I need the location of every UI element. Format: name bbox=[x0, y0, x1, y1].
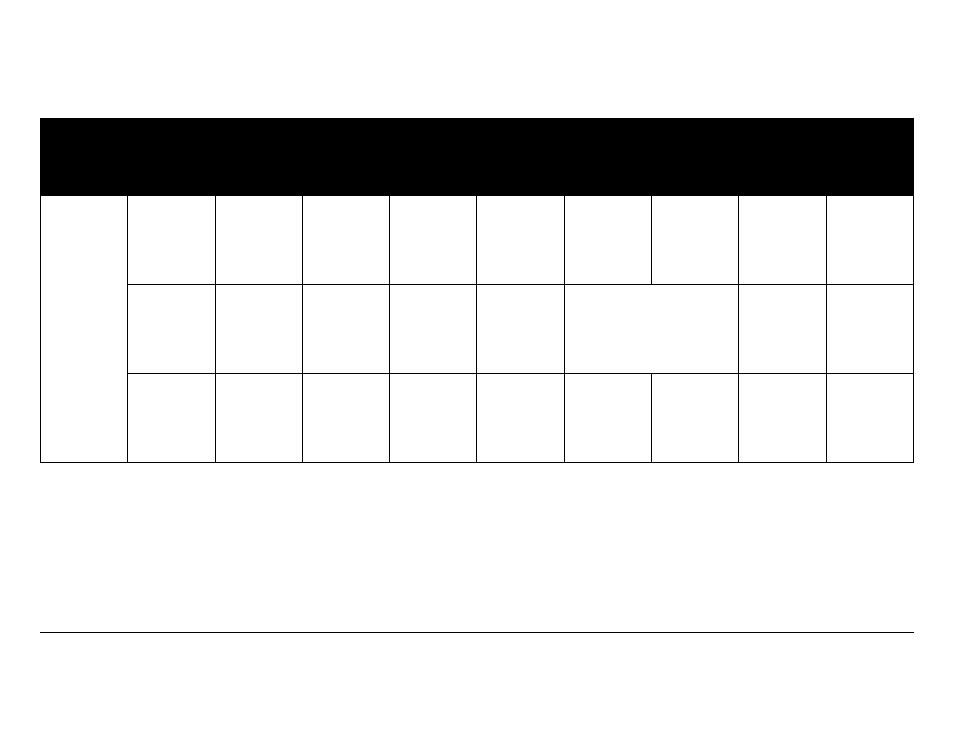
col-header-2 bbox=[215, 119, 302, 196]
cell bbox=[564, 196, 651, 285]
col-header-7 bbox=[652, 119, 739, 196]
cell bbox=[390, 285, 477, 374]
cell bbox=[564, 374, 651, 463]
col-header-6 bbox=[564, 119, 651, 196]
cell bbox=[564, 285, 739, 374]
cell bbox=[739, 285, 826, 374]
cell bbox=[477, 196, 564, 285]
col-header-8 bbox=[739, 119, 826, 196]
footer-rule bbox=[40, 632, 914, 633]
table-header-row bbox=[41, 119, 914, 196]
cell bbox=[390, 374, 477, 463]
cell bbox=[215, 374, 302, 463]
cell bbox=[826, 196, 913, 285]
row-header bbox=[41, 196, 128, 463]
col-header-4 bbox=[390, 119, 477, 196]
data-table bbox=[40, 118, 914, 463]
cell bbox=[128, 374, 215, 463]
cell bbox=[128, 196, 215, 285]
page bbox=[0, 0, 954, 738]
table-row bbox=[41, 374, 914, 463]
cell bbox=[302, 196, 389, 285]
cell bbox=[128, 285, 215, 374]
col-header-3 bbox=[302, 119, 389, 196]
cell bbox=[302, 285, 389, 374]
cell bbox=[477, 374, 564, 463]
cell bbox=[826, 285, 913, 374]
cell bbox=[390, 196, 477, 285]
col-header-1 bbox=[128, 119, 215, 196]
table-row bbox=[41, 285, 914, 374]
table-row bbox=[41, 196, 914, 285]
cell bbox=[652, 196, 739, 285]
cell bbox=[215, 285, 302, 374]
cell bbox=[739, 196, 826, 285]
col-header-5 bbox=[477, 119, 564, 196]
cell bbox=[477, 285, 564, 374]
col-header-9 bbox=[826, 119, 913, 196]
table-container bbox=[40, 118, 914, 463]
cell bbox=[215, 196, 302, 285]
cell bbox=[652, 374, 739, 463]
cell bbox=[302, 374, 389, 463]
cell bbox=[739, 374, 826, 463]
cell bbox=[826, 374, 913, 463]
col-header-0 bbox=[41, 119, 128, 196]
